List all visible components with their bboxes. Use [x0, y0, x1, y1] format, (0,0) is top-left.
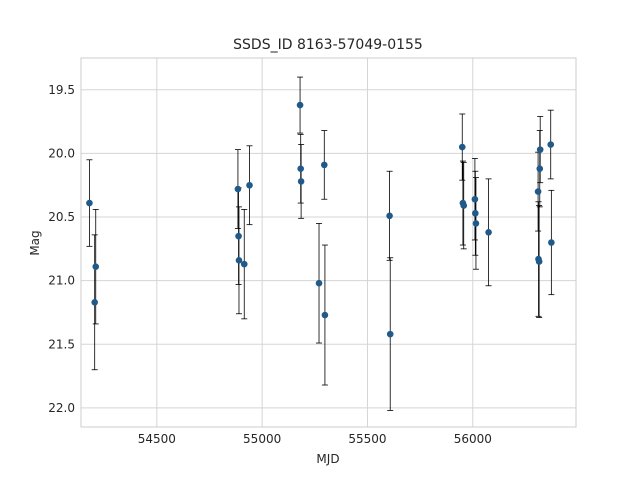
- y-tick-label: 19.5: [48, 83, 75, 97]
- data-point: [485, 229, 492, 236]
- data-point: [547, 141, 555, 148]
- data-point: [315, 279, 323, 287]
- data-point: [320, 161, 328, 169]
- data-point: [548, 239, 555, 246]
- data-point: [534, 188, 542, 195]
- x-tick-label: 54500: [138, 432, 176, 446]
- x-axis: 54500 55000 55500 56000: [138, 432, 492, 446]
- data-point: [386, 330, 394, 338]
- y-tick-label: 21.5: [48, 337, 75, 351]
- y-tick-label: 20.5: [48, 210, 75, 224]
- data-point: [472, 220, 480, 227]
- x-tick-label: 55500: [348, 432, 386, 446]
- data-point: [297, 178, 305, 185]
- data-point: [234, 185, 242, 193]
- data-point: [458, 143, 466, 151]
- data-point: [240, 260, 248, 268]
- grid-lines: [81, 58, 576, 427]
- data-point: [472, 209, 479, 217]
- y-axis-label: Mag: [28, 230, 42, 255]
- data-point: [297, 165, 304, 172]
- data-point: [91, 299, 98, 306]
- data-point: [536, 146, 544, 153]
- y-tick-label: 22.0: [48, 401, 75, 415]
- data-point: [92, 263, 100, 270]
- data-point: [321, 311, 329, 319]
- chart-title: SSDS_ID 8163-57049-0155: [233, 37, 423, 53]
- x-tick-label: 55000: [243, 432, 281, 446]
- data-point: [460, 202, 468, 209]
- y-tick-label: 20.0: [48, 146, 75, 160]
- data-point: [536, 165, 544, 172]
- data-points: [86, 101, 555, 338]
- data-point: [296, 101, 304, 109]
- data-point: [535, 258, 543, 265]
- data-point: [235, 257, 243, 264]
- x-axis-label: MJD: [316, 452, 339, 466]
- y-tick-label: 21.0: [48, 274, 75, 288]
- y-axis: 19.5 20.0 20.5 21.0 21.5 22.0: [48, 83, 75, 415]
- data-point: [235, 232, 242, 240]
- data-point: [86, 199, 93, 207]
- data-point: [246, 181, 253, 189]
- x-tick-label: 56000: [454, 432, 492, 446]
- plot-area: [80, 57, 577, 428]
- data-point: [471, 195, 479, 203]
- data-point: [386, 212, 393, 220]
